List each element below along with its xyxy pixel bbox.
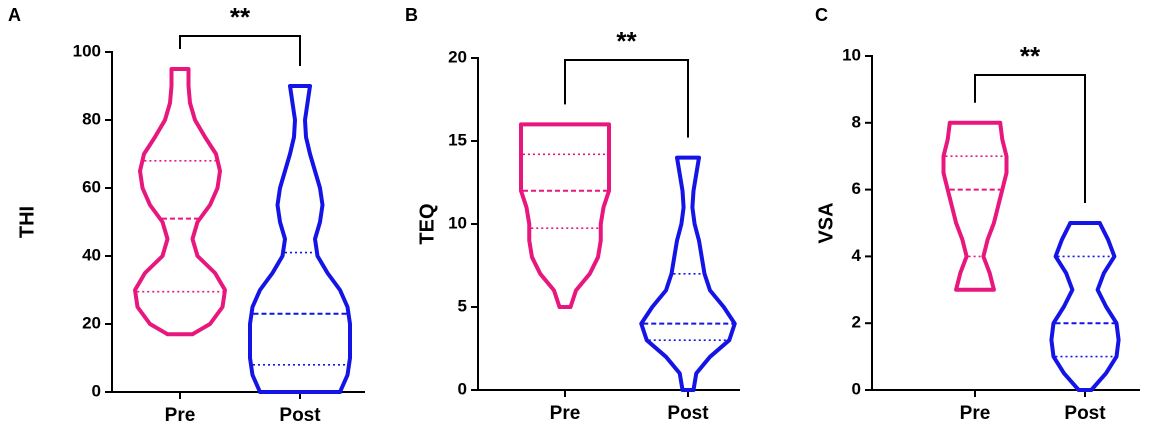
y-tick-label: 100 [73, 41, 101, 60]
y-tick-label: 0 [458, 379, 467, 398]
violin-left [519, 124, 562, 308]
violin-left [248, 85, 297, 393]
y-tick-label: 20 [448, 47, 467, 66]
violin-right [303, 85, 352, 393]
violin-right [1089, 222, 1121, 392]
x-tick-label: Pre [550, 403, 581, 424]
x-tick-label: Pre [165, 405, 196, 426]
y-tick-label: 15 [448, 130, 467, 149]
panel-letter: C [815, 5, 828, 25]
y-tick-label: 40 [82, 245, 101, 264]
violin-right [981, 122, 1009, 291]
violin-right [568, 124, 611, 308]
y-tick-label: 8 [852, 112, 861, 131]
y-tick-label: 5 [458, 296, 467, 315]
violin-right [690, 157, 737, 391]
significance-bracket [179, 35, 301, 66]
y-axis-label: VSA [815, 202, 837, 243]
violin-left [133, 69, 174, 336]
y-tick-label: 20 [82, 313, 101, 332]
panel-letter: B [405, 5, 418, 25]
significance-label: ** [230, 2, 251, 32]
violin-right [186, 69, 227, 336]
x-tick-label: Post [667, 403, 709, 424]
significance-label: ** [616, 26, 637, 56]
violin-left [639, 157, 686, 391]
y-tick-label: 0 [852, 379, 861, 398]
x-tick-label: Pre [960, 403, 991, 424]
y-tick-label: 80 [82, 109, 101, 128]
significance-bracket [564, 59, 689, 138]
y-axis-label: TEQ [416, 203, 438, 244]
y-tick-label: 60 [82, 177, 101, 196]
y-tick-label: 0 [92, 381, 101, 400]
violin-left [1049, 222, 1081, 392]
y-tick-label: 4 [852, 246, 862, 265]
y-tick-label: 10 [842, 45, 861, 64]
x-tick-label: Post [279, 405, 321, 426]
significance-bracket [974, 74, 1086, 203]
significance-label: ** [1020, 41, 1041, 71]
y-tick-label: 2 [852, 313, 861, 332]
panel-letter: A [8, 5, 21, 25]
y-tick-label: 6 [852, 179, 861, 198]
y-axis-label: THI [16, 206, 38, 238]
violin-left [941, 122, 969, 291]
x-tick-label: Post [1064, 403, 1106, 424]
y-tick-label: 10 [448, 213, 467, 232]
